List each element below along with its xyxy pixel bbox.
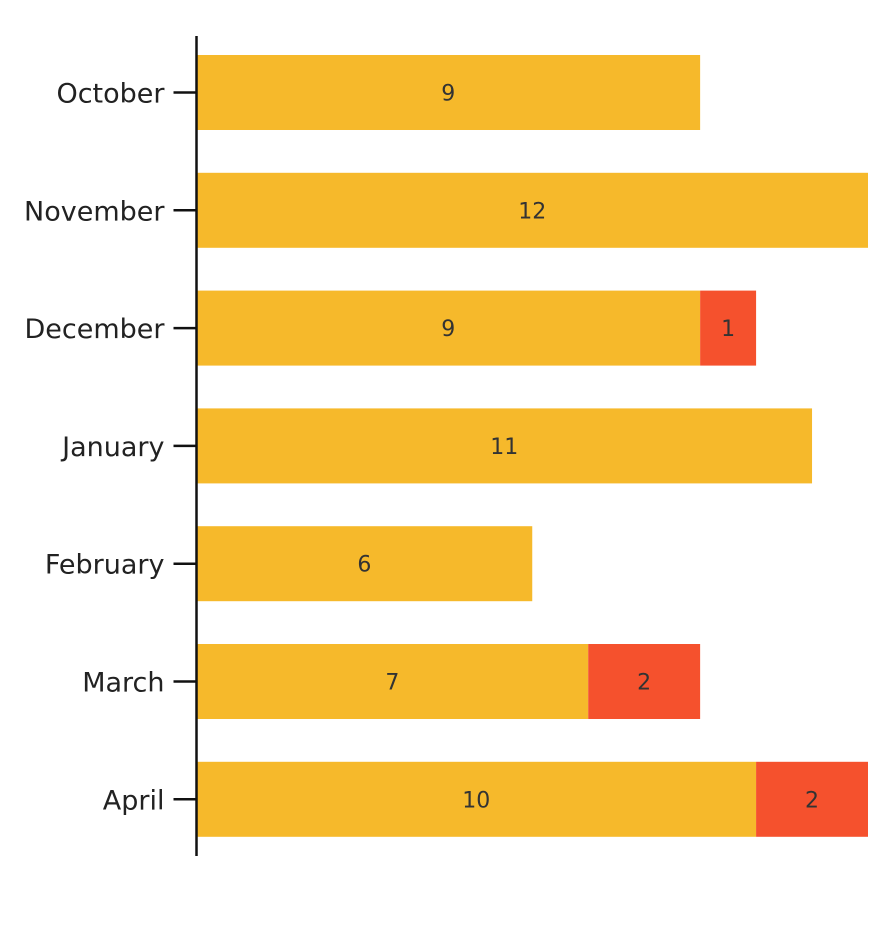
y-tick-label-march: March (82, 668, 164, 699)
y-tick-label-february: February (45, 550, 165, 581)
y-tick-label-december: December (24, 314, 165, 345)
data-label-april-segment-1: 10 (462, 788, 490, 813)
bar-march-segment-1 (196, 644, 589, 719)
bar-february-segment-1 (196, 526, 533, 602)
bar-december-segment-2 (700, 290, 757, 366)
y-tick-label-january: January (60, 432, 164, 463)
y-tick-label-october: October (56, 79, 165, 110)
bar-april-segment-2 (756, 761, 868, 837)
data-label-october-segment-1: 9 (441, 82, 455, 107)
data-label-december-segment-1: 9 (441, 317, 455, 342)
data-label-december-segment-2: 1 (721, 317, 735, 342)
data-label-january-segment-1: 11 (490, 435, 518, 460)
bars-layer (196, 55, 868, 837)
data-label-march-segment-2: 2 (637, 671, 651, 696)
data-label-february-segment-1: 6 (357, 553, 371, 578)
data-label-april-segment-2: 2 (805, 788, 819, 813)
bar-november-segment-1 (196, 172, 868, 248)
y-tick-label-november: November (24, 196, 165, 227)
data-label-november-segment-1: 12 (518, 199, 546, 224)
data-label-march-segment-1: 7 (385, 671, 399, 696)
bar-january-segment-1 (196, 408, 813, 484)
bar-april-segment-1 (196, 761, 757, 837)
y-tick-label-april: April (103, 785, 165, 816)
bar-december-segment-1 (196, 290, 701, 366)
y-axis: October November December January February Ma… (24, 36, 198, 856)
bar-march-segment-2 (588, 644, 701, 719)
bar-october-segment-1 (196, 55, 701, 130)
